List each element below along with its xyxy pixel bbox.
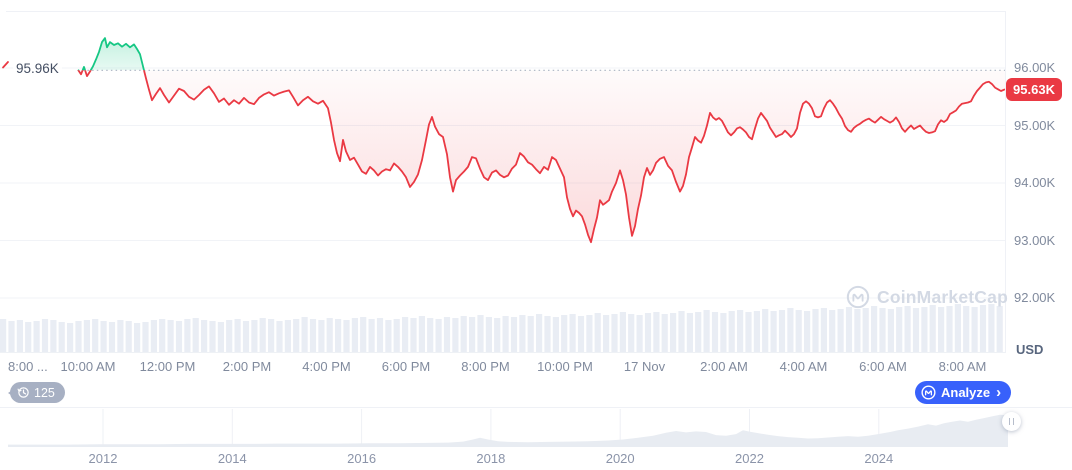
x-axis-tick-label: 4:00 AM [779, 359, 828, 374]
coinmarketcap-logo-icon [846, 285, 870, 309]
analyze-label: Analyze [941, 385, 991, 400]
x-axis-tick-label: 2:00 PM [222, 359, 272, 374]
y-axis-tick-label: 92.00K [1014, 290, 1056, 305]
price-line-below-open [77, 70, 1005, 244]
x-axis: 8:00 ... 10:00 AM 12:00 PM 2:00 PM 4:00 PM 6:… [0, 359, 1010, 375]
y-axis: USD 96.00K 95.00K 94.00K 93.00K 92.00K [1012, 0, 1072, 360]
year-label: 2014 [217, 451, 247, 466]
x-axis-tick-label: 8:00 AM [938, 359, 987, 374]
minimap-separator [0, 407, 1072, 408]
timeline-minimap[interactable] [0, 408, 1072, 450]
cmc-analyze-logo-icon [921, 385, 936, 400]
y-axis-separator [1005, 11, 1006, 353]
y-axis-tick-label: 93.00K [1014, 232, 1056, 248]
price-chart-canvas[interactable] [0, 0, 1005, 354]
x-axis-tick-label: 8:00 PM [461, 359, 510, 374]
history-count: 125 [34, 385, 55, 400]
unit-label: USD [1016, 342, 1044, 357]
watermark: CoinMarketCap [846, 285, 1008, 309]
y-gridlines [0, 67, 1005, 299]
chevron-right-icon: › [996, 384, 1002, 401]
history-count-badge[interactable]: 125 [10, 382, 65, 403]
x-axis-tick-label: 10:00 PM [537, 359, 593, 374]
price-area-below-open [78, 70, 1005, 243]
year-label: 2018 [476, 451, 506, 466]
year-label: 2024 [864, 451, 894, 466]
series-start-tick [2, 61, 9, 69]
x-axis-tick-label: 4:00 PM [302, 359, 351, 374]
minimap-area [8, 414, 1008, 447]
open-price-label: 95.96K [13, 60, 62, 76]
volume-bars [0, 304, 1003, 352]
x-axis-tick-label: 6:00 PM [381, 359, 431, 374]
y-axis-tick-label: 94.00K [1014, 175, 1056, 190]
x-axis-tick-label: 2:00 AM [700, 359, 748, 374]
watermark-text: CoinMarketCap [877, 286, 1008, 307]
timeline-year-labels: 2012 2014 2016 2018 2020 2022 2024 [0, 451, 1072, 467]
x-axis-tick-label: 12:00 PM [139, 359, 196, 374]
x-axis-tick-label: 6:00 AM [859, 359, 907, 374]
analyze-button[interactable]: Analyze › [915, 381, 1012, 404]
y-axis-tick-label: 96.00K [1014, 60, 1056, 75]
year-label: 2016 [347, 451, 377, 466]
x-axis-tick-label: 8:00 ... [8, 359, 48, 374]
year-label: 2022 [735, 451, 764, 466]
x-axis-tick-label: 17 Nov [623, 359, 666, 374]
year-label: 2020 [605, 451, 635, 466]
chart-top-border [6, 11, 1005, 12]
minimap-brush-handle[interactable] [1002, 412, 1021, 431]
current-price-badge: 95.63K [1006, 77, 1062, 101]
year-label: 2012 [88, 451, 118, 466]
history-clock-icon [17, 387, 29, 398]
x-axis-tick-label: 10:00 AM [60, 359, 116, 374]
y-axis-tick-label: 95.00K [1014, 117, 1056, 133]
